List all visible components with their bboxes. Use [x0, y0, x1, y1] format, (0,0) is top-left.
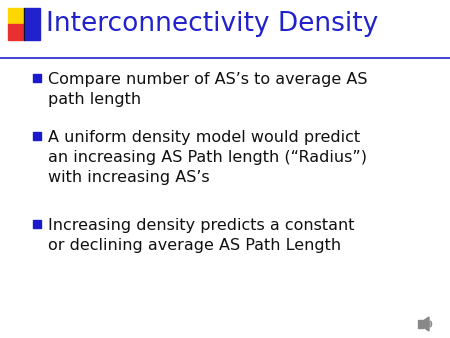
Bar	[24, 8, 40, 40]
Bar	[33, 132, 41, 140]
Text: Interconnectivity Density: Interconnectivity Density	[46, 11, 378, 37]
Bar	[8, 24, 24, 40]
Bar	[8, 8, 24, 24]
Polygon shape	[423, 317, 429, 331]
Text: Compare number of AS’s to average AS
path length: Compare number of AS’s to average AS pat…	[48, 72, 368, 107]
Text: A uniform density model would predict
an increasing AS Path length (“Radius”)
wi: A uniform density model would predict an…	[48, 130, 367, 185]
Text: Increasing density predicts a constant
or declining average AS Path Length: Increasing density predicts a constant o…	[48, 218, 355, 253]
Bar	[33, 220, 41, 228]
Bar	[33, 74, 41, 82]
Bar	[418, 320, 423, 328]
